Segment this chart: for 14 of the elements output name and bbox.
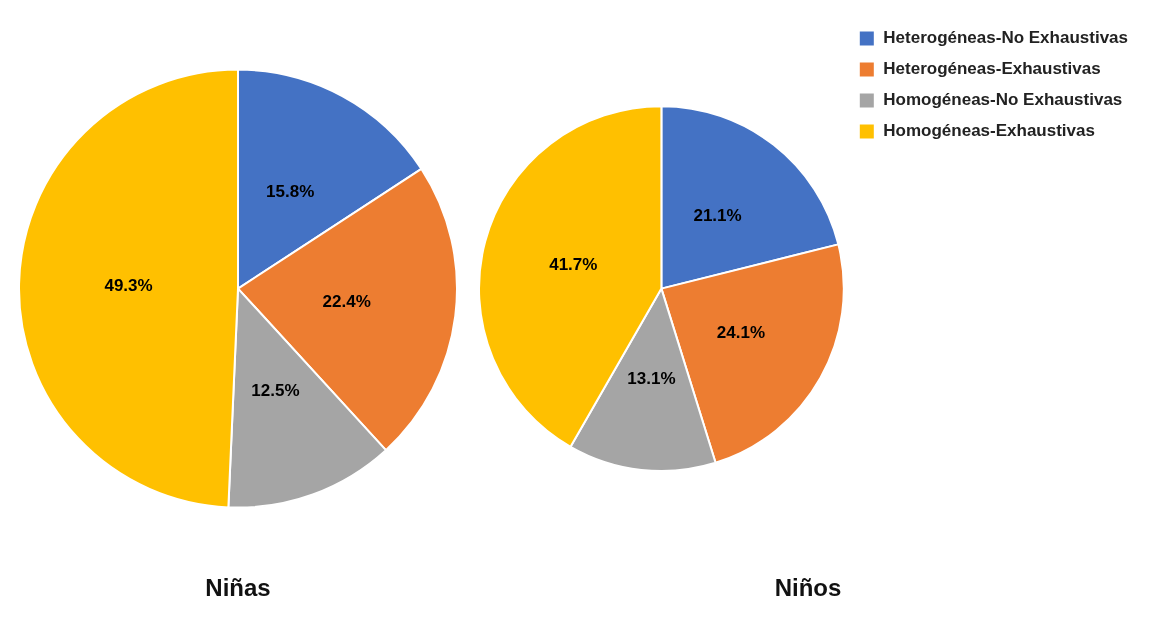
text: Niños — [774, 574, 842, 602]
data-label: 12.5% — [251, 381, 300, 401]
legend-label: Heterogéneas-No Exhaustivas — [883, 28, 1128, 48]
legend-label: Homogéneas-No Exhaustivas — [883, 90, 1123, 110]
text: Niñas — [205, 574, 271, 602]
data-label: 13.1% — [627, 368, 676, 388]
data-label: 21.1% — [693, 206, 742, 226]
legend-label: Heterogéneas-Exhaustivas — [883, 59, 1101, 79]
data-label: 15.8% — [266, 182, 315, 201]
data-label: 49.3% — [104, 275, 153, 295]
legend-label: Homogéneas-Exhaustivas — [883, 121, 1095, 141]
data-label: 22.4% — [322, 292, 371, 312]
data-label: 24.1% — [716, 322, 765, 342]
data-label: 41.7% — [549, 254, 598, 274]
